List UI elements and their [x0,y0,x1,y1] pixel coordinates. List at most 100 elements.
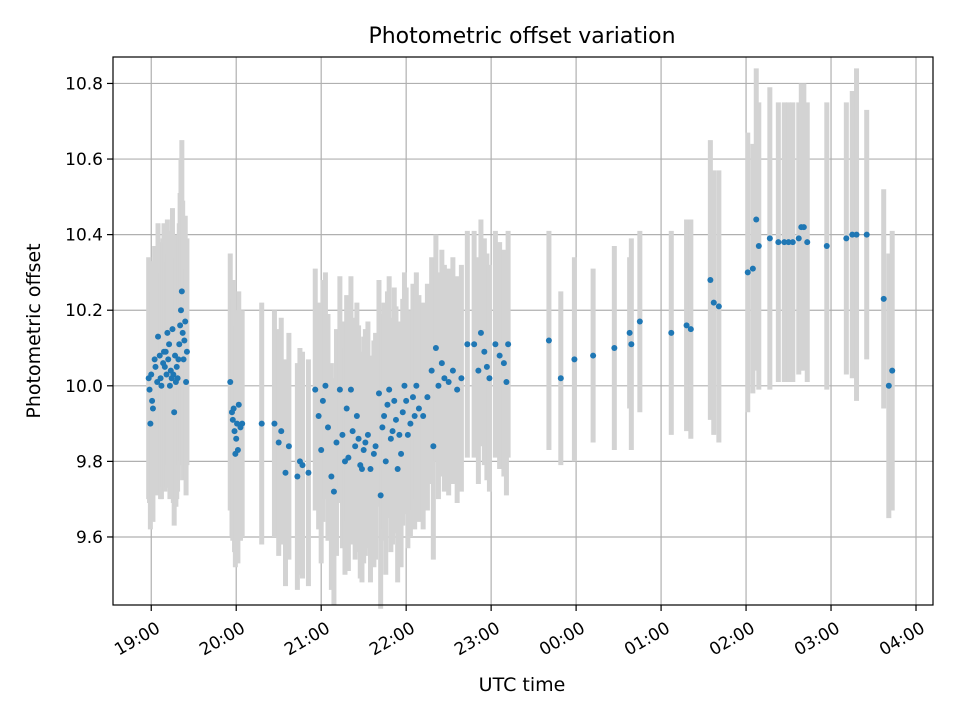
data-point [403,397,410,404]
data-point [800,224,807,231]
data-point [149,405,156,412]
y-axis-label: Photometric offset [23,243,45,418]
data-point [471,341,478,348]
data-point [849,231,856,238]
data-point [318,447,325,454]
data-point [381,413,388,420]
data-point [180,356,187,363]
data-point [503,379,510,386]
data-point [233,435,240,442]
data-point [389,428,396,435]
data-point [163,371,170,378]
data-point [169,326,176,333]
data-point [355,435,362,442]
data-point [885,382,892,389]
data-point [454,386,461,393]
data-point [239,420,246,427]
data-point [420,413,427,420]
data-point [481,348,488,355]
data-point [863,231,870,238]
data-point [294,473,301,480]
data-point [182,318,189,325]
y-tick-label: 10.4 [65,226,103,246]
data-point [557,375,564,382]
data-point [766,235,773,242]
data-point [413,382,420,389]
data-point [324,424,331,431]
data-point [710,299,717,306]
data-point [278,428,285,435]
data-point [449,367,456,374]
data-point [384,401,391,408]
x-axis-label: UTC time [479,674,566,696]
data-point [496,352,503,359]
data-point [177,307,184,314]
y-tick-label: 9.6 [76,528,103,548]
data-point [435,382,442,389]
data-point [571,356,578,363]
data-point [230,405,237,412]
data-point [177,322,184,329]
data-point [775,239,782,246]
data-point [183,348,190,355]
data-point [173,363,180,370]
data-point [149,397,156,404]
data-point [315,413,322,420]
chart-title: Photometric offset variation [368,24,675,49]
data-point [438,360,445,367]
data-points [145,216,896,499]
data-point [375,390,382,397]
data-point [404,431,411,438]
data-point [364,431,371,438]
data-point [343,405,350,412]
data-point [330,488,337,495]
data-point [398,450,405,457]
data-point [464,341,471,348]
data-point [322,382,329,389]
data-point [668,329,675,336]
data-point [349,428,356,435]
data-point [428,367,435,374]
data-point [396,431,403,438]
data-point [445,379,452,386]
data-point [391,397,398,404]
data-point [379,424,386,431]
data-point [353,413,360,420]
data-point [166,341,173,348]
data-point [328,473,335,480]
data-point [441,375,448,382]
data-point [235,401,242,408]
data-point [843,235,850,242]
data-point [352,443,359,450]
data-point [165,356,172,363]
data-point [789,239,796,246]
data-point [753,216,760,223]
data-point [151,356,158,363]
data-point [744,269,751,276]
data-point [319,397,326,404]
data-point [358,465,365,472]
data-point [475,367,482,374]
data-point [370,450,377,457]
data-point [178,288,185,295]
data-point [360,447,367,454]
data-point [347,386,354,393]
data-point [500,360,507,367]
data-point [372,443,379,450]
data-point [407,420,414,427]
data-point [336,386,343,393]
data-point [155,333,162,340]
data-point [424,394,431,401]
data-point [282,469,289,476]
data-point [785,239,792,246]
data-point [183,379,190,386]
data-point [483,363,490,370]
data-point [432,345,439,352]
y-tick-label: 9.8 [76,452,103,472]
data-point [804,239,811,246]
data-point [853,231,860,238]
data-point [175,356,182,363]
data-point [156,352,163,359]
data-point [683,322,690,329]
data-point [158,382,165,389]
